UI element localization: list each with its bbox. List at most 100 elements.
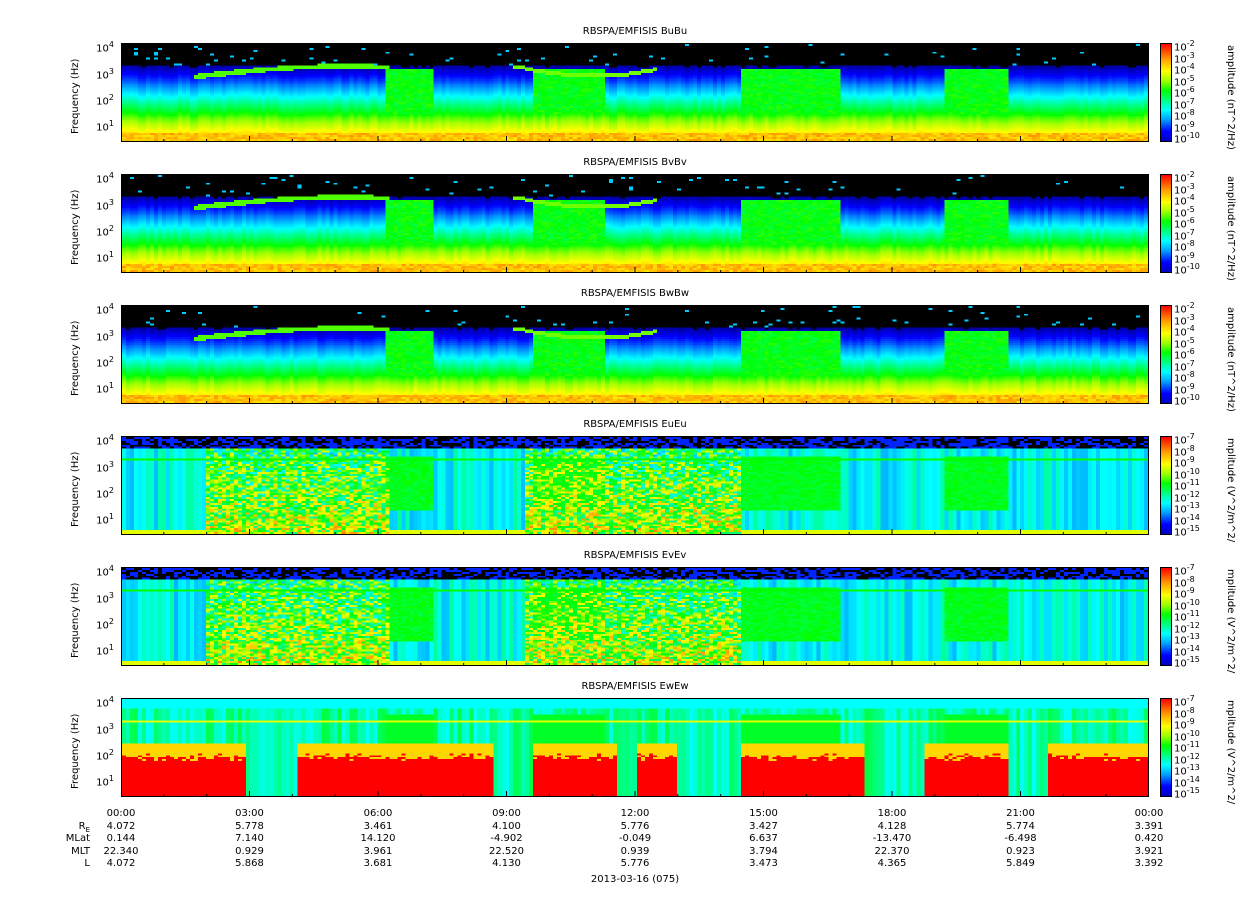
y-tick-label: 104 (96, 40, 114, 55)
spectrogram-heatmap (122, 175, 1148, 272)
ephemeris-value: 5.778 (235, 821, 264, 832)
colorbar (1160, 698, 1172, 797)
ephemeris-value: 4.365 (877, 858, 907, 869)
colorbar-tick-label: 10-7 (1174, 563, 1195, 578)
panel-title: RBSPA/EMFISIS EuEu (583, 419, 687, 430)
colorbar-tick-label: 10-6 (1174, 347, 1195, 362)
panel-title: RBSPA/EMFISIS EwEw (581, 681, 689, 692)
colorbar-tick-label: 10-6 (1174, 216, 1195, 231)
colorbar-label: mplitude (V^2/m^2/ (1225, 569, 1236, 674)
colorbar-tick-label: 10-9 (1174, 455, 1195, 470)
x-tick-label: 00:00 (106, 808, 136, 819)
ephemeris-value: 5.776 (620, 858, 650, 869)
colorbar-tick-label: 10-8 (1174, 239, 1195, 254)
y-tick-label: 103 (96, 591, 114, 606)
ephemeris-label: MLat (65, 833, 90, 844)
colorbar-tick-label: 10-12 (1174, 489, 1200, 504)
ephemeris-value: 3.921 (1134, 846, 1164, 857)
colorbar-tick-label: 10-14 (1174, 643, 1200, 658)
colorbar-tick-label: 10-13 (1174, 501, 1200, 516)
colorbar-label: mplitude (V^2/m^2/ (1225, 438, 1236, 543)
colorbar-tick-label: 10-9 (1174, 717, 1195, 732)
y-tick-label: 102 (96, 748, 114, 763)
colorbar-tick-label: 10-5 (1174, 73, 1195, 88)
ephemeris-value: 22.520 (489, 846, 524, 857)
colorbar (1160, 174, 1172, 273)
panel-title: RBSPA/EMFISIS BuBu (582, 26, 688, 37)
colorbar-tick-label: 10-13 (1174, 763, 1200, 778)
colorbar-tick-label: 10-10 (1174, 597, 1200, 612)
panel-title: RBSPA/EMFISIS EvEv (583, 550, 687, 561)
y-tick-label: 101 (96, 119, 114, 134)
x-tick-label: 06:00 (363, 808, 393, 819)
colorbar (1160, 43, 1172, 142)
colorbar-tick-label: 10-12 (1174, 751, 1200, 766)
ephemeris-value: -13.470 (872, 833, 912, 844)
y-tick-label: 101 (96, 381, 114, 396)
y-tick-label: 101 (96, 774, 114, 789)
colorbar-label: amplitude (nT^2/Hz) (1225, 176, 1236, 281)
colorbar-tick-label: 10-8 (1174, 705, 1195, 720)
colorbar-tick-label: 10-12 (1174, 620, 1200, 635)
x-tick-marks (121, 660, 1149, 666)
colorbar-tick-label: 10-4 (1174, 193, 1195, 208)
ephemeris-value: 3.391 (1134, 821, 1164, 832)
ephemeris-value: 5.776 (620, 821, 650, 832)
x-tick-marks (121, 791, 1149, 797)
spectrogram-heatmap (122, 437, 1148, 534)
ephemeris-value: 6.637 (749, 833, 778, 844)
colorbar-tick-label: 10-14 (1174, 512, 1200, 527)
ephemeris-value: 3.427 (749, 821, 778, 832)
colorbar-tick-label: 10-5 (1174, 204, 1195, 219)
ephemeris-value: 3.461 (363, 821, 393, 832)
spectrogram-heatmap (122, 44, 1148, 141)
ephemeris-value: 0.420 (1134, 833, 1164, 844)
ephemeris-value: -4.902 (490, 833, 523, 844)
y-tick-label: 103 (96, 722, 114, 737)
spectrogram-heatmap (122, 306, 1148, 403)
colorbar-tick-label: 10-8 (1174, 443, 1195, 458)
ephemeris-value: 3.681 (363, 858, 393, 869)
ephemeris-value: 3.473 (749, 858, 778, 869)
ephemeris-value: 4.128 (877, 821, 907, 832)
ephemeris-value: 4.130 (492, 858, 521, 869)
ephemeris-value: 22.340 (103, 846, 139, 857)
colorbar-tick-label: 10-9 (1174, 119, 1195, 134)
colorbar-tick-label: 10-2 (1174, 170, 1195, 185)
colorbar-tick-label: 10-7 (1174, 96, 1195, 111)
y-tick-label: 101 (96, 512, 114, 527)
ephemeris-label: L (84, 858, 90, 869)
x-tick-marks (121, 398, 1149, 404)
x-tick-marks (121, 529, 1149, 535)
ephemeris-value: 0.939 (620, 846, 650, 857)
ephemeris-value: 4.072 (106, 821, 136, 832)
ephemeris-value: 0.144 (106, 833, 136, 844)
colorbar-tick-label: 10-10 (1174, 131, 1200, 146)
colorbar-tick-label: 10-10 (1174, 728, 1200, 743)
colorbar-tick-label: 10-8 (1174, 370, 1195, 385)
y-tick-label: 102 (96, 617, 114, 632)
colorbar-tick-label: 10-11 (1174, 478, 1200, 493)
x-tick-label: 00:00 (1134, 808, 1164, 819)
y-tick-label: 101 (96, 643, 114, 658)
x-tick-label: 18:00 (877, 808, 907, 819)
colorbar-tick-label: 10-15 (1174, 786, 1200, 801)
ephemeris-label: RE (78, 821, 90, 834)
colorbar-tick-label: 10-15 (1174, 655, 1200, 670)
colorbar-tick-label: 10-10 (1174, 466, 1200, 481)
y-tick-label: 103 (96, 198, 114, 213)
colorbar-tick-label: 10-5 (1174, 335, 1195, 350)
colorbar-tick-label: 10-7 (1174, 694, 1195, 709)
y-tick-label: 103 (96, 329, 114, 344)
spectrogram-plot (121, 698, 1149, 797)
colorbar-tick-label: 10-7 (1174, 432, 1195, 447)
y-tick-label: 102 (96, 486, 114, 501)
y-tick-label: 102 (96, 93, 114, 108)
colorbar-tick-label: 10-3 (1174, 50, 1195, 65)
panel-title: RBSPA/EMFISIS BvBv (583, 157, 687, 168)
colorbar-tick-label: 10-2 (1174, 39, 1195, 54)
colorbar-tick-label: 10-9 (1174, 381, 1195, 396)
y-tick-label: 102 (96, 224, 114, 239)
spectrogram-plot (121, 174, 1149, 273)
y-tick-label: 104 (96, 695, 114, 710)
